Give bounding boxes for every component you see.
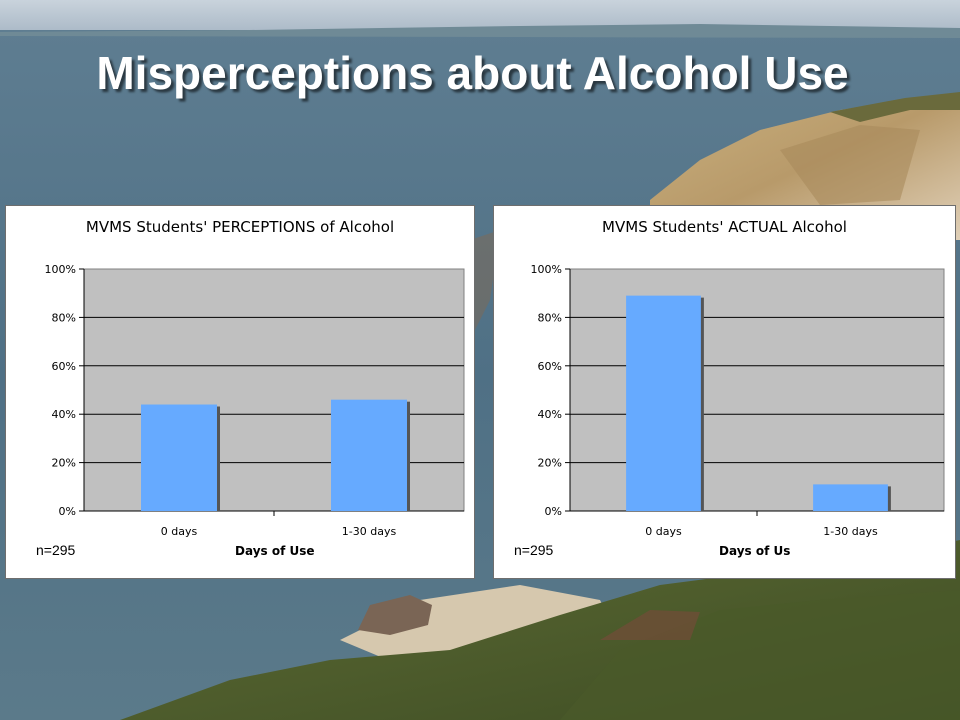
x-tick-label: 1-30 days (342, 525, 397, 538)
rock (358, 595, 432, 635)
y-tick-label: 0% (545, 505, 562, 518)
y-tick-label: 100% (531, 263, 562, 276)
chart-title: MVMS Students' ACTUAL Alcohol (602, 218, 847, 236)
cliff-top-vegetation (830, 92, 960, 122)
x-axis-ticks: 0 days 1-30 days (161, 511, 397, 538)
y-tick-label: 40% (52, 408, 76, 421)
actual-chart: 0% 20% 40% 60% 80% 100% 0 days 1-30 days MVMS … (493, 205, 956, 579)
y-tick-label: 80% (52, 311, 76, 324)
y-tick-label: 80% (538, 311, 562, 324)
y-tick-label: 60% (538, 360, 562, 373)
bars (626, 295, 891, 511)
actual-chart-svg: 0% 20% 40% 60% 80% 100% 0 days 1-30 days (531, 263, 945, 538)
distant-shore (0, 24, 960, 38)
x-tick-label: 0 days (645, 525, 682, 538)
sample-size-note: n=295 (514, 542, 554, 558)
plot-area (569, 268, 945, 512)
bar (813, 484, 888, 511)
x-axis-ticks: 0 days 1-30 days (645, 511, 878, 538)
reddish-shrubs (600, 610, 700, 640)
x-tick-label: 0 days (161, 525, 198, 538)
bar (141, 404, 217, 511)
y-axis-ticks: 0% 20% 40% 60% 80% 100% (45, 263, 84, 518)
left-cliff-edge (470, 230, 500, 330)
bars (141, 399, 410, 511)
slide-title: Misperceptions about Alcohol Use (96, 47, 849, 99)
x-axis-label: Days of Use (235, 544, 315, 558)
y-tick-label: 0% (59, 505, 76, 518)
y-tick-label: 40% (538, 408, 562, 421)
perceptions-chart-svg: 0% 20% 40% 60% 80% 100% 0 days 1-30 days (45, 263, 465, 538)
perceptions-chart: 0% 20% 40% 60% 80% 100% 0 days 1-30 days MVMS … (5, 205, 475, 579)
y-tick-label: 60% (52, 360, 76, 373)
y-tick-label: 100% (45, 263, 76, 276)
chart-title: MVMS Students' PERCEPTIONS of Alcohol (85, 218, 395, 236)
cliff-shadow (780, 125, 920, 205)
y-tick-label: 20% (52, 457, 76, 470)
y-axis-ticks: 0% 20% 40% 60% 80% 100% (531, 263, 570, 518)
hillside-highlight (560, 590, 960, 720)
x-axis-label: Days of Us (719, 544, 791, 558)
y-tick-label: 20% (538, 457, 562, 470)
bar (331, 399, 407, 511)
bar (626, 295, 701, 511)
x-tick-label: 1-30 days (823, 525, 878, 538)
sample-size-note: n=295 (36, 542, 76, 558)
